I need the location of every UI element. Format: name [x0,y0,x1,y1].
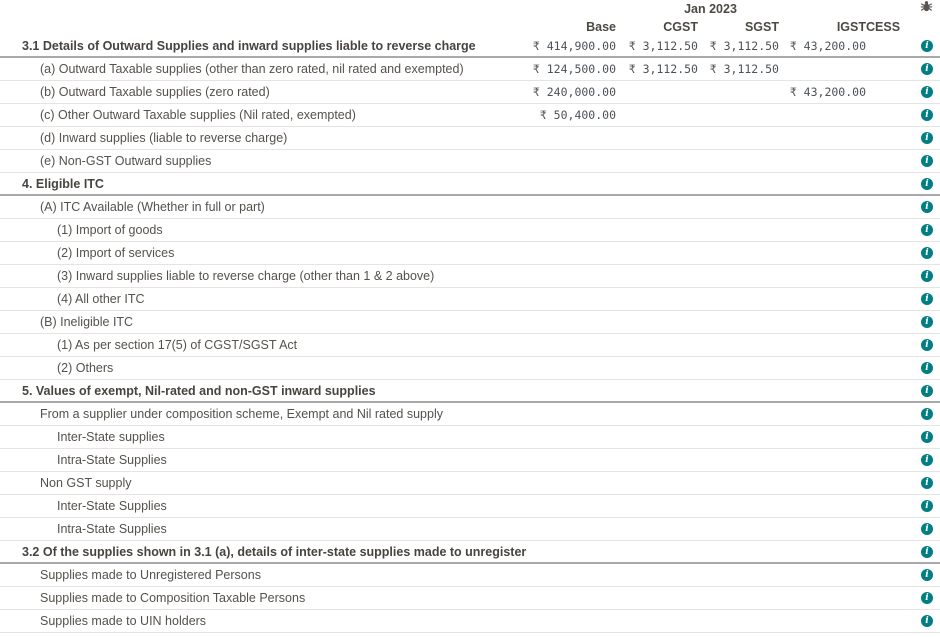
column-header-sgst: SGST [744,19,779,34]
row-label: From a supplier under composition scheme… [40,407,443,421]
table-row: Inter-State Supplies i [0,495,940,518]
cell-sgst[interactable]: ₹ 3,112.50 [709,62,779,76]
info-icon[interactable]: i [921,201,933,213]
table-row: (4) All other ITC i [0,288,940,311]
row-label: (2) Import of services [57,246,175,260]
info-icon[interactable]: i [921,569,933,581]
cell-cgst[interactable]: ₹ 3,112.50 [628,38,698,53]
table-row: (1) Import of goods i [0,219,940,242]
info-icon[interactable]: i [921,155,933,167]
column-header-base: Base [586,19,616,34]
row-label: Non GST supply [40,476,132,490]
row-label: Inter-State supplies [57,430,165,444]
row-label: (e) Non-GST Outward supplies [40,154,212,168]
row-label: (c) Other Outward Taxable supplies (Nil … [40,108,356,122]
table-row: (A) ITC Available (Whether in full or pa… [0,196,940,219]
cell-cgst[interactable]: ₹ 3,112.50 [628,62,698,76]
cell-igst[interactable]: ₹ 43,200.00 [789,38,866,53]
cell-base[interactable]: ₹ 124,500.00 [532,62,616,76]
table-row: Supplies made to Unregistered Persons i [0,564,940,587]
row-label: 3.1 Details of Outward Supplies and inwa… [22,38,476,53]
info-icon[interactable]: i [921,362,933,374]
report-header-period-row: Jan 2023 [0,0,940,18]
row-label: Intra-State Supplies [57,453,167,467]
table-row: (B) Ineligible ITC i [0,311,940,334]
row-label: 3.2 Of the supplies shown in 3.1 (a), de… [22,544,526,559]
table-row: 4. Eligible ITC i [0,173,940,196]
table-row: (2) Others i [0,357,940,380]
info-icon[interactable]: i [921,477,933,489]
table-row: (c) Other Outward Taxable supplies (Nil … [0,104,940,127]
info-icon[interactable]: i [921,86,933,98]
info-icon[interactable]: i [921,454,933,466]
info-icon[interactable]: i [921,132,933,144]
row-label: Intra-State Supplies [57,522,167,536]
row-label: (B) Ineligible ITC [40,315,134,329]
row-label: Inter-State Supplies [57,499,167,513]
info-icon[interactable]: i [921,63,933,75]
row-label: (1) Import of goods [57,223,163,237]
bug-icon[interactable] [920,0,933,18]
row-label: (a) Outward Taxable supplies (other than… [40,62,464,76]
info-icon[interactable]: i [921,592,933,604]
info-icon[interactable]: i [921,615,933,627]
info-icon[interactable]: i [921,224,933,236]
info-icon[interactable]: i [921,293,933,305]
info-icon[interactable]: i [921,384,933,397]
cell-igst[interactable]: ₹ 43,200.00 [789,85,866,99]
table-row: (1) As per section 17(5) of CGST/SGST Ac… [0,334,940,357]
table-row: Intra-State Supplies i [0,518,940,541]
info-icon[interactable]: i [921,247,933,259]
table-row: Supplies made to UIN holders i [0,610,940,633]
table-row: From a supplier under composition scheme… [0,403,940,426]
report-rows: 3.1 Details of Outward Supplies and inwa… [0,35,940,633]
row-label: (3) Inward supplies liable to reverse ch… [57,269,435,283]
cell-base[interactable]: ₹ 50,400.00 [539,108,616,122]
row-label: Supplies made to Unregistered Persons [40,568,261,582]
info-icon[interactable]: i [921,177,933,190]
row-label: (1) As per section 17(5) of CGST/SGST Ac… [57,338,298,352]
table-row: Supplies made to Composition Taxable Per… [0,587,940,610]
info-icon[interactable]: i [921,316,933,328]
info-icon[interactable]: i [921,500,933,512]
table-row: 5. Values of exempt, Nil-rated and non-G… [0,380,940,403]
row-label: (A) ITC Available (Whether in full or pa… [40,200,265,214]
table-row: 3.1 Details of Outward Supplies and inwa… [0,35,940,58]
row-label: 5. Values of exempt, Nil-rated and non-G… [22,383,376,398]
row-label: (d) Inward supplies (liable to reverse c… [40,131,288,145]
row-label: (4) All other ITC [57,292,145,306]
table-row: Non GST supply i [0,472,940,495]
info-icon[interactable]: i [921,339,933,351]
info-icon[interactable]: i [921,545,933,558]
table-row: (2) Import of services i [0,242,940,265]
row-label: 4. Eligible ITC [22,176,104,191]
info-icon[interactable]: i [921,109,933,121]
info-icon[interactable]: i [921,431,933,443]
table-row: 3.2 Of the supplies shown in 3.1 (a), de… [0,541,940,564]
report-column-headers: Base CGST SGST IGST CESS [0,18,940,35]
table-row: (a) Outward Taxable supplies (other than… [0,58,940,81]
info-icon[interactable]: i [921,39,933,52]
table-row: Inter-State supplies i [0,426,940,449]
info-icon[interactable]: i [921,270,933,282]
table-row: (b) Outward Taxable supplies (zero rated… [0,81,940,104]
row-label: Supplies made to Composition Taxable Per… [40,591,306,605]
table-row: (e) Non-GST Outward supplies i [0,150,940,173]
column-header-cess: CESS [866,19,901,34]
cell-base[interactable]: ₹ 414,900.00 [532,38,616,53]
column-header-igst: IGST [836,19,866,34]
table-row: (d) Inward supplies (liable to reverse c… [0,127,940,150]
column-header-cgst: CGST [663,19,698,34]
row-label: (b) Outward Taxable supplies (zero rated… [40,85,270,99]
table-row: Intra-State Supplies i [0,449,940,472]
table-row: (3) Inward supplies liable to reverse ch… [0,265,940,288]
row-label: Supplies made to UIN holders [40,614,207,628]
info-icon[interactable]: i [921,408,933,420]
period-label: Jan 2023 [684,2,737,17]
cell-sgst[interactable]: ₹ 3,112.50 [709,38,779,53]
row-label: (2) Others [57,361,114,375]
info-icon[interactable]: i [921,523,933,535]
cell-base[interactable]: ₹ 240,000.00 [532,85,616,99]
